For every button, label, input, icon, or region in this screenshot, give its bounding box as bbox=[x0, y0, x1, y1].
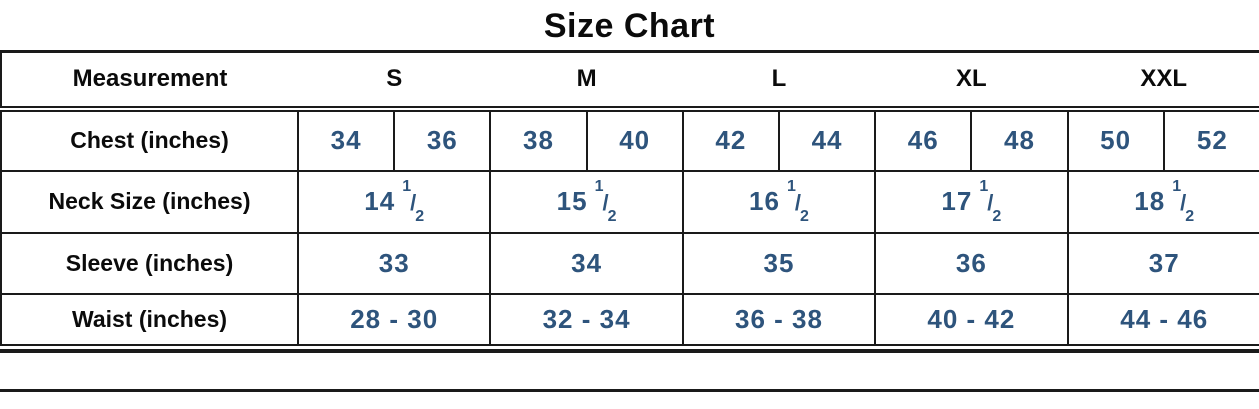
size-chart-table: Measurement S M L XL XXL Chest (inches) … bbox=[0, 50, 1259, 346]
waist-value-cell: 40 - 42 bbox=[874, 293, 1068, 346]
neck-whole-number: 17 bbox=[941, 186, 973, 216]
fraction-slash: / bbox=[1180, 190, 1187, 215]
fraction-numerator: 1 bbox=[402, 178, 412, 196]
chest-value-cell: 38 bbox=[489, 108, 587, 172]
fraction: 1/2 bbox=[402, 179, 424, 225]
column-header-l: L bbox=[682, 51, 876, 112]
sleeve-value-cell: 36 bbox=[874, 232, 1068, 295]
column-header-xl: XL bbox=[875, 51, 1068, 112]
waist-value-cell: 28 - 30 bbox=[296, 293, 491, 346]
fraction-denominator: 2 bbox=[799, 208, 809, 226]
fraction: 1/2 bbox=[787, 179, 809, 225]
chest-value-cell: 36 bbox=[393, 108, 491, 172]
row-label-waist: Waist (inches) bbox=[1, 293, 298, 346]
table-row-sleeve: Sleeve (inches) 33 34 35 36 37 bbox=[1, 232, 1259, 295]
neck-value-cell: 15 1/2 bbox=[489, 170, 683, 234]
waist-value-cell: 32 - 34 bbox=[489, 293, 683, 346]
table-row-chest: Chest (inches) 34 36 38 40 42 44 46 48 5… bbox=[1, 108, 1259, 172]
waist-value-cell: 36 - 38 bbox=[681, 293, 876, 346]
column-header-s: S bbox=[298, 51, 491, 112]
waist-value-cell: 44 - 46 bbox=[1066, 293, 1259, 346]
size-chart-title: Size Chart bbox=[543, 7, 716, 45]
row-label-chest: Chest (inches) bbox=[1, 108, 298, 172]
column-header-m: M bbox=[490, 51, 683, 112]
footer-spacer bbox=[0, 353, 1259, 389]
chest-value-cell: 44 bbox=[777, 108, 876, 172]
neck-value-cell: 17 1/2 bbox=[874, 170, 1068, 234]
header-row: Measurement S M L XL XXL bbox=[1, 51, 1259, 112]
fraction-denominator: 2 bbox=[1185, 208, 1195, 226]
neck-value-cell: 14 1/2 bbox=[296, 170, 491, 234]
chest-value-cell: 34 bbox=[296, 108, 395, 172]
neck-value-cell: 16 1/2 bbox=[681, 170, 876, 234]
table-bottom-thick-rule bbox=[0, 348, 1259, 353]
column-header-measurement: Measurement bbox=[1, 51, 298, 112]
sleeve-value-cell: 34 bbox=[489, 232, 683, 295]
fraction: 1/2 bbox=[595, 179, 617, 225]
sleeve-value-cell: 37 bbox=[1066, 232, 1259, 295]
chest-value-cell: 50 bbox=[1066, 108, 1164, 172]
neck-whole-number: 14 bbox=[364, 186, 396, 216]
neck-whole-number: 16 bbox=[749, 186, 780, 216]
fraction-slash: / bbox=[410, 190, 417, 215]
sleeve-value-cell: 33 bbox=[296, 232, 491, 295]
fraction-denominator: 2 bbox=[992, 208, 1002, 226]
table-row-waist: Waist (inches) 28 - 30 32 - 34 36 - 38 4… bbox=[1, 293, 1259, 346]
chest-value-cell: 42 bbox=[681, 108, 779, 172]
fraction-numerator: 1 bbox=[594, 178, 604, 196]
neck-whole-number: 18 bbox=[1134, 186, 1166, 216]
fraction: 1/2 bbox=[979, 179, 1001, 225]
fraction: 1/2 bbox=[1172, 179, 1194, 225]
row-label-neck: Neck Size (inches) bbox=[1, 170, 298, 234]
chest-value-cell: 48 bbox=[970, 108, 1068, 172]
row-label-sleeve: Sleeve (inches) bbox=[1, 232, 298, 295]
neck-value-cell: 18 1/2 bbox=[1066, 170, 1259, 234]
page-bottom-rule bbox=[0, 388, 1259, 392]
sleeve-value-cell: 35 bbox=[681, 232, 876, 295]
chest-value-cell: 40 bbox=[585, 108, 683, 172]
table-row-neck: Neck Size (inches) 14 1/2 15 1/2 16 1/2 17 1… bbox=[1, 170, 1259, 234]
neck-whole-number: 15 bbox=[556, 186, 588, 216]
column-header-xxl: XXL bbox=[1067, 51, 1259, 112]
chest-value-cell: 52 bbox=[1162, 108, 1259, 172]
fraction-numerator: 1 bbox=[1172, 178, 1182, 196]
fraction-slash: / bbox=[987, 190, 994, 215]
fraction-denominator: 2 bbox=[607, 208, 617, 226]
fraction-denominator: 2 bbox=[415, 208, 425, 226]
fraction-numerator: 1 bbox=[786, 178, 796, 196]
fraction-numerator: 1 bbox=[979, 178, 989, 196]
fraction-slash: / bbox=[602, 190, 609, 215]
fraction-slash: / bbox=[794, 190, 801, 215]
chest-value-cell: 46 bbox=[874, 108, 972, 172]
